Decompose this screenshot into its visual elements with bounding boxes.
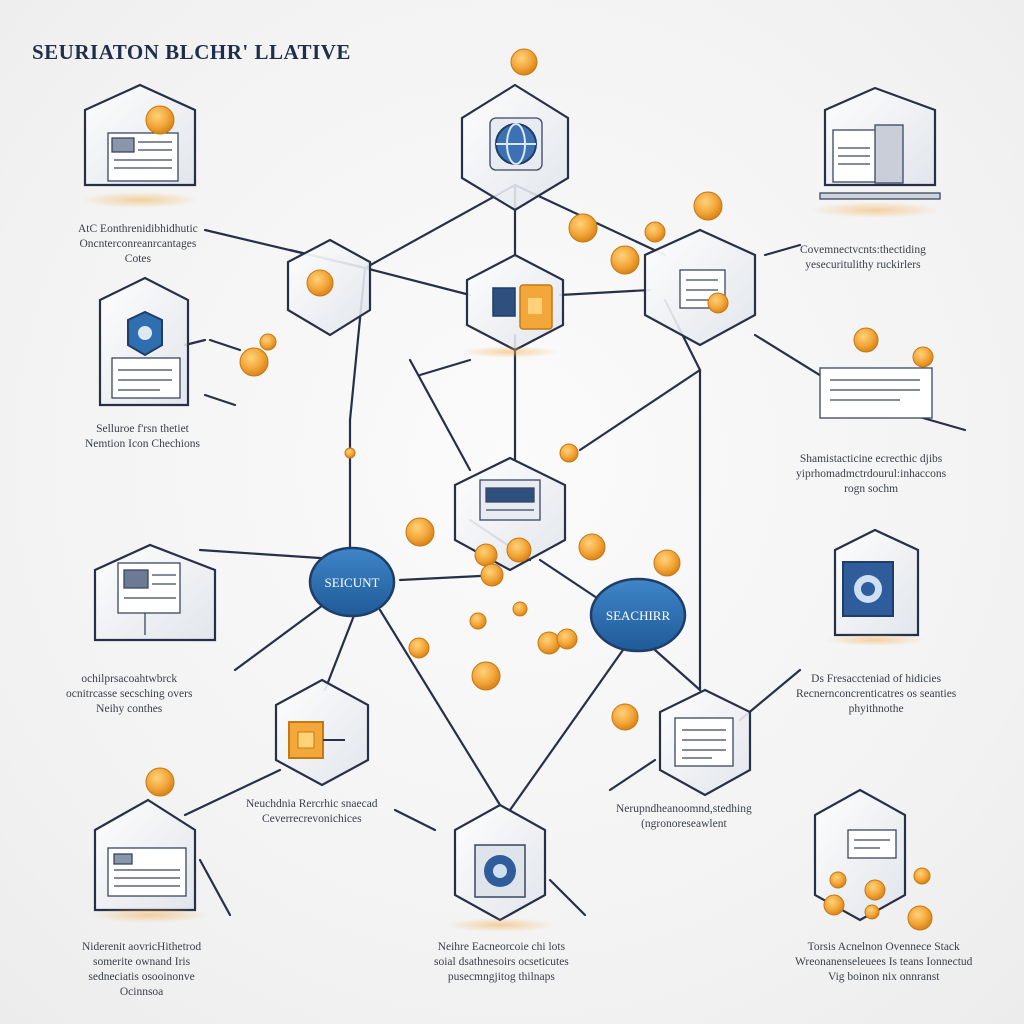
node-glows — [80, 192, 940, 932]
document-icon — [111, 357, 181, 399]
server-icon — [819, 124, 941, 200]
monitor-icon — [117, 562, 181, 635]
pill-label-right: SEACHIRR — [606, 608, 671, 623]
document-icons — [107, 124, 941, 897]
caption-middle-right: Shamistacticine ecrecthic djibs yiprhomad… — [796, 453, 947, 495]
shield-icon — [842, 561, 894, 617]
document-icon — [107, 132, 179, 182]
document-icon — [674, 717, 734, 767]
pill-node-left: SEICUNT — [308, 546, 396, 618]
diagram-title: SEURIATON BLCHR' LLATIVE — [32, 40, 351, 64]
caption-center-1: Neuchdnia Rercrhic snaecad Ceverrecrevoni… — [246, 798, 378, 825]
caption-left-3: ochilprsacoahtwbrck ocnitrcasse secsching… — [66, 673, 193, 715]
caption-center-2: Nerupndheanoomnd,stedhing (ngronoreseawle… — [616, 803, 752, 830]
caption-right-3: Ds Fresaccteniad of hidicies Recnernconcr… — [796, 673, 957, 715]
safe-icon — [474, 844, 526, 898]
pill-node-right: SEACHIRR — [589, 577, 687, 653]
caption-bottom-left: Niderenit aovricHithetrod somerite ownand… — [82, 941, 202, 998]
token-icons — [145, 48, 934, 931]
caption-top-right: Covemnectvcnts:thectiding yesecuritulithy… — [800, 244, 926, 271]
safe-icon — [288, 721, 345, 759]
monitor-icon — [479, 479, 541, 521]
caption-bottom-right: Torsis Acnelnon Ovennece Stack Wreonanens… — [795, 941, 973, 983]
document-icon — [107, 847, 187, 897]
caption-top-left: AtC Eonthrenidibhidhutic Oncnterconreanrc… — [78, 223, 198, 265]
emblem-icons — [127, 117, 894, 898]
pill-label-left: SEICUNT — [325, 575, 380, 590]
caption-bottom-center: Neihre Eacneorcoie chi lots soial dsathne… — [434, 941, 569, 983]
padlock-icon — [492, 284, 553, 330]
document-icon — [847, 829, 897, 859]
document-icon — [819, 367, 933, 419]
shield-icon — [127, 310, 163, 357]
caption-middle-left: Selluroe f'rsn thetiet Nemtion Icon Chech… — [85, 423, 200, 450]
pill-nodes: SEICUNT SEACHIRR — [308, 546, 687, 653]
globe-icon — [489, 117, 543, 171]
monitor-icon — [679, 269, 726, 309]
